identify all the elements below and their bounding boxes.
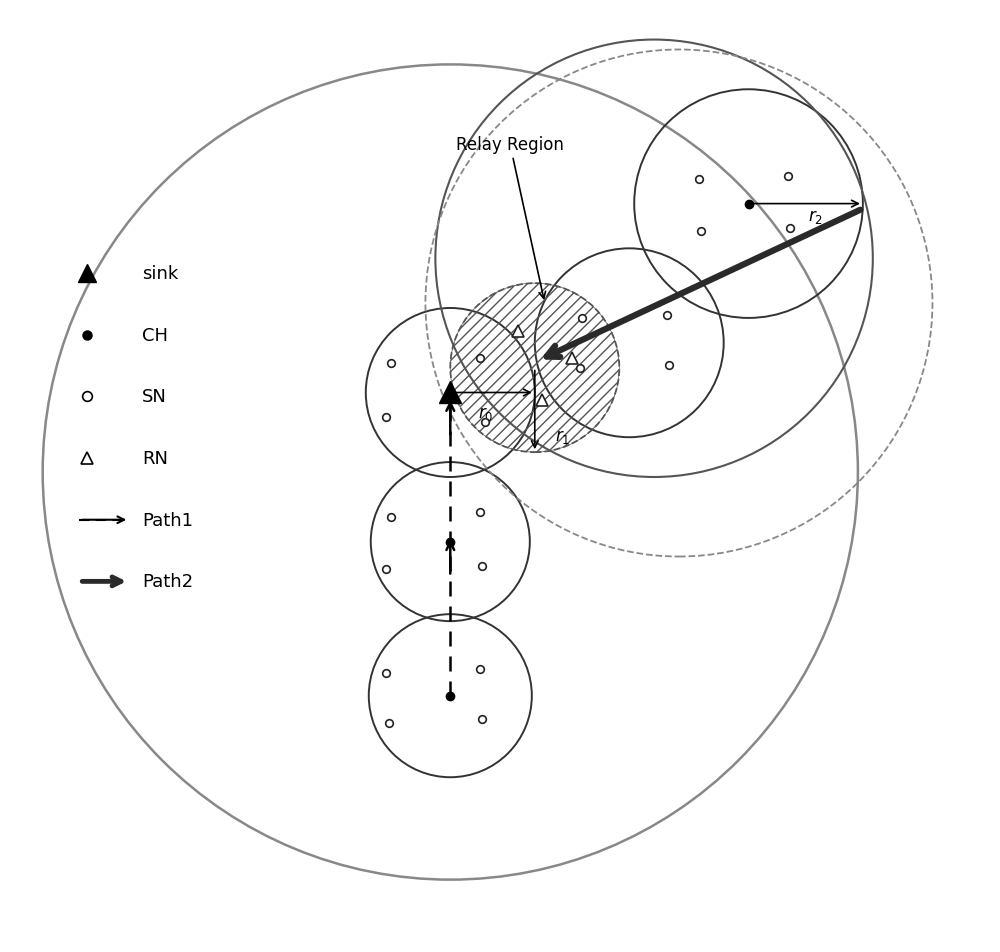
Text: sink: sink xyxy=(142,265,178,283)
Text: CH: CH xyxy=(142,327,168,345)
Text: $r_1$: $r_1$ xyxy=(555,427,570,446)
Text: Relay Region: Relay Region xyxy=(456,136,564,299)
Text: $r_2$: $r_2$ xyxy=(808,208,823,226)
Text: $r_0$: $r_0$ xyxy=(478,405,494,423)
Text: Path2: Path2 xyxy=(142,573,193,591)
Text: Path1: Path1 xyxy=(142,511,193,529)
Text: SN: SN xyxy=(142,388,167,407)
Text: RN: RN xyxy=(142,449,168,467)
